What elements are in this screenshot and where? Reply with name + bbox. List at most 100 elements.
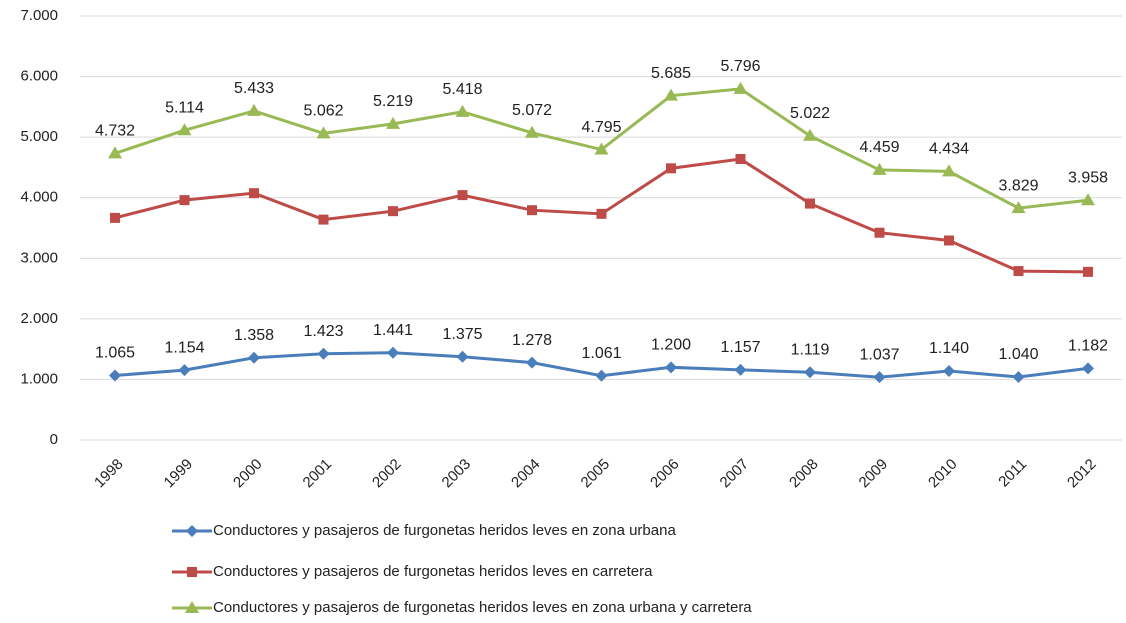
point-marker	[316, 126, 331, 139]
point-marker	[110, 212, 120, 223]
point-marker	[1013, 266, 1024, 277]
x-tick-label: 2004	[508, 456, 544, 492]
point-marker	[735, 154, 746, 165]
y-tick-label: 5.000	[20, 128, 58, 145]
value-label: 1.358	[234, 327, 274, 344]
y-tick-label: 7.000	[20, 7, 58, 24]
point-marker	[1082, 362, 1094, 375]
point-marker	[666, 163, 676, 174]
value-label: 5.685	[651, 65, 691, 82]
point-marker	[664, 88, 678, 101]
point-marker	[942, 164, 956, 177]
point-marker	[1011, 201, 1026, 214]
value-label: 5.062	[303, 103, 343, 120]
point-marker	[457, 190, 468, 201]
x-tick-label: 1999	[161, 456, 197, 492]
x-tick-label: 2006	[647, 456, 683, 492]
x-tick-label: 2010	[925, 456, 961, 492]
legend-marker	[185, 601, 199, 613]
value-label: 4.459	[859, 139, 899, 156]
value-label: 1.157	[720, 339, 760, 356]
value-label: 5.418	[442, 81, 482, 98]
point-marker	[317, 347, 330, 360]
value-label: 4.732	[95, 123, 135, 140]
legend-label: Conductores y pasajeros de furgonetas he…	[213, 563, 653, 580]
x-tick-label: 2005	[578, 456, 614, 492]
value-label: 4.434	[929, 141, 969, 158]
point-marker	[805, 198, 815, 209]
point-marker	[872, 162, 887, 175]
point-marker	[874, 227, 885, 238]
y-tick-label: 6.000	[20, 68, 58, 85]
point-marker	[1083, 266, 1093, 277]
legend-marker	[187, 567, 197, 577]
value-label: 4.795	[581, 119, 621, 136]
legend-label: Conductores y pasajeros de furgonetas he…	[213, 522, 676, 539]
value-label: 1.441	[373, 322, 413, 339]
y-tick-label: 4.000	[20, 189, 58, 206]
point-marker	[734, 363, 747, 376]
point-marker	[594, 142, 609, 155]
x-tick-label: 2009	[856, 456, 892, 492]
legend-marker	[186, 525, 198, 537]
point-marker	[596, 208, 607, 219]
x-tick-label: 2001	[300, 456, 336, 492]
point-marker	[595, 369, 608, 382]
point-marker	[249, 188, 259, 199]
y-tick-label: 3.000	[20, 249, 58, 266]
point-marker	[456, 350, 469, 363]
value-label: 3.829	[998, 177, 1038, 194]
point-marker	[247, 103, 261, 116]
point-marker	[1081, 193, 1095, 206]
point-marker	[1012, 371, 1025, 384]
x-tick-label: 2012	[1064, 456, 1100, 492]
value-label: 1.037	[859, 346, 899, 363]
point-marker	[178, 364, 191, 377]
value-label: 1.061	[581, 345, 621, 362]
point-marker	[386, 116, 400, 129]
value-label: 1.119	[791, 341, 830, 358]
value-label: 1.278	[512, 332, 552, 349]
value-label: 1.065	[95, 345, 135, 362]
value-label: 1.182	[1068, 338, 1108, 355]
point-marker	[733, 81, 748, 94]
value-label: 5.433	[234, 80, 274, 97]
point-marker	[177, 123, 192, 136]
value-label: 1.375	[442, 326, 482, 343]
point-marker	[108, 146, 122, 159]
value-label: 5.796	[720, 58, 760, 75]
point-marker	[179, 195, 190, 206]
point-marker	[109, 369, 121, 382]
point-marker	[873, 371, 886, 384]
x-tick-label: 2000	[230, 456, 266, 492]
value-label: 5.114	[165, 99, 204, 116]
point-marker	[388, 206, 398, 217]
point-marker	[665, 361, 677, 374]
value-label: 1.423	[303, 323, 343, 340]
value-label: 5.072	[512, 102, 552, 119]
value-label: 5.219	[373, 93, 413, 110]
value-label: 1.040	[998, 346, 1038, 363]
value-label: 1.200	[651, 337, 691, 354]
point-marker	[943, 364, 955, 377]
point-marker	[526, 356, 538, 369]
value-label: 1.140	[929, 340, 969, 357]
value-label: 5.022	[790, 105, 830, 122]
x-tick-label: 2011	[995, 456, 1030, 491]
point-marker	[525, 125, 539, 138]
point-marker	[527, 205, 537, 216]
point-marker	[803, 128, 817, 141]
point-marker	[944, 235, 954, 246]
point-marker	[387, 346, 399, 359]
point-marker	[804, 366, 816, 379]
legend-label: Conductores y pasajeros de furgonetas he…	[213, 599, 752, 616]
x-tick-label: 2002	[369, 456, 405, 492]
x-tick-label: 1998	[91, 456, 127, 492]
y-tick-label: 2.000	[20, 310, 58, 327]
y-tick-label: 0	[50, 431, 58, 448]
value-label: 1.154	[164, 339, 204, 356]
value-label: 3.958	[1068, 169, 1108, 186]
y-tick-label: 1.000	[20, 370, 58, 387]
x-tick-label: 2003	[439, 456, 475, 492]
